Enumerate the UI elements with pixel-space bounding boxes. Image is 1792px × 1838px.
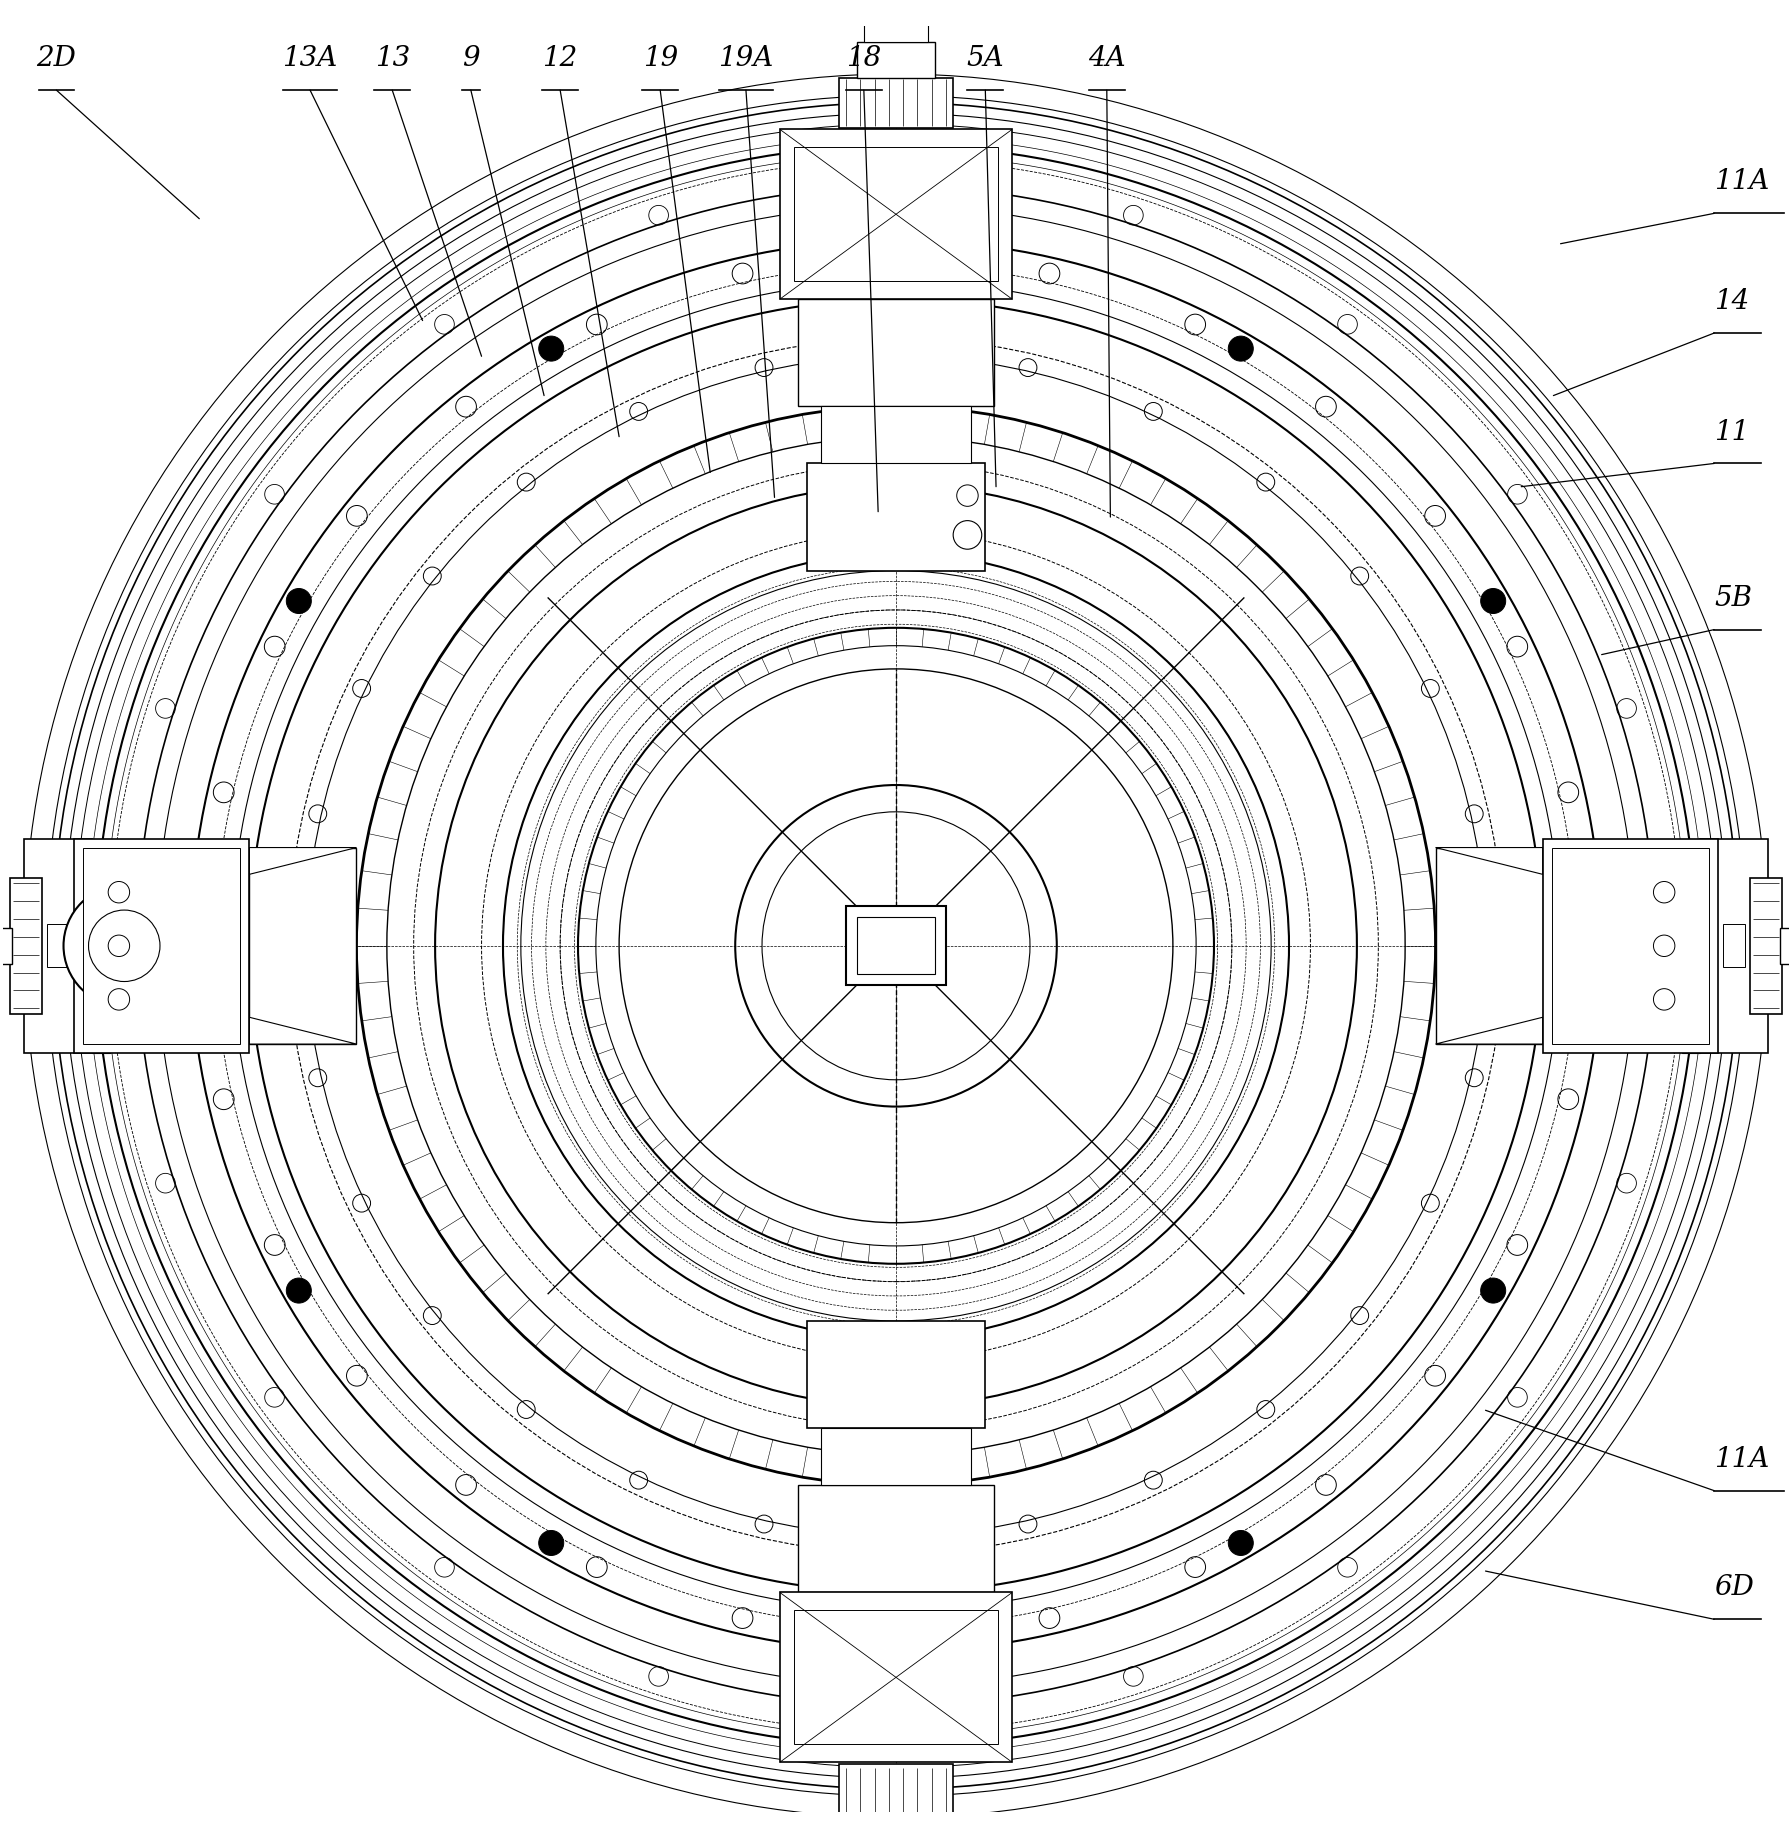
Bar	[780, 129, 1012, 300]
Bar	[1683, 838, 1701, 1053]
Circle shape	[1480, 588, 1505, 614]
Bar	[0, 928, 13, 963]
Polygon shape	[249, 847, 357, 875]
Bar	[91, 838, 109, 1053]
Circle shape	[88, 910, 159, 981]
Text: 13A: 13A	[283, 46, 337, 72]
Bar	[794, 147, 998, 281]
Text: 14: 14	[1715, 289, 1749, 314]
Bar	[1751, 879, 1781, 1015]
Text: 4A: 4A	[1088, 46, 1125, 72]
Bar	[1724, 925, 1745, 967]
Bar	[73, 838, 249, 1053]
Bar	[1701, 838, 1767, 1053]
Bar	[249, 847, 357, 1044]
Text: 18: 18	[846, 46, 882, 72]
Text: 11: 11	[1715, 419, 1749, 445]
Circle shape	[287, 1277, 312, 1303]
Circle shape	[1228, 336, 1253, 360]
Circle shape	[1480, 1277, 1505, 1303]
Bar	[11, 879, 41, 1015]
Bar	[857, 42, 935, 77]
Text: 11A: 11A	[1715, 1447, 1769, 1472]
Bar	[1779, 928, 1792, 963]
Bar	[806, 463, 986, 570]
Text: 5A: 5A	[966, 46, 1004, 72]
Bar	[846, 906, 946, 985]
Text: 9: 9	[462, 46, 480, 72]
Text: 2D: 2D	[36, 46, 77, 72]
Bar	[25, 838, 91, 1053]
Circle shape	[63, 886, 185, 1007]
Bar	[797, 300, 995, 406]
Bar	[1435, 847, 1543, 1044]
Bar	[864, 2, 928, 42]
Bar	[857, 917, 935, 974]
Polygon shape	[1435, 847, 1543, 875]
Bar	[1552, 847, 1710, 1044]
Bar	[821, 1428, 971, 1485]
Circle shape	[539, 1531, 564, 1555]
Circle shape	[539, 336, 564, 360]
Text: 19: 19	[643, 46, 677, 72]
Text: 13: 13	[375, 46, 410, 72]
Bar	[839, 1764, 953, 1814]
Text: 12: 12	[543, 46, 577, 72]
Bar	[839, 77, 953, 127]
Polygon shape	[249, 1016, 357, 1044]
Bar	[821, 406, 971, 463]
Circle shape	[1228, 1531, 1253, 1555]
Text: 19A: 19A	[719, 46, 774, 72]
Bar	[47, 925, 68, 967]
Polygon shape	[1435, 1016, 1543, 1044]
Bar	[1543, 838, 1719, 1053]
Bar	[780, 1592, 1012, 1763]
Bar	[794, 1610, 998, 1744]
Bar	[82, 847, 240, 1044]
Text: 6D: 6D	[1715, 1575, 1754, 1601]
Bar	[857, 1814, 935, 1838]
Bar	[797, 1485, 995, 1592]
Text: 11A: 11A	[1715, 169, 1769, 195]
Circle shape	[287, 588, 312, 614]
Bar	[806, 1322, 986, 1428]
Text: 5B: 5B	[1715, 584, 1753, 612]
